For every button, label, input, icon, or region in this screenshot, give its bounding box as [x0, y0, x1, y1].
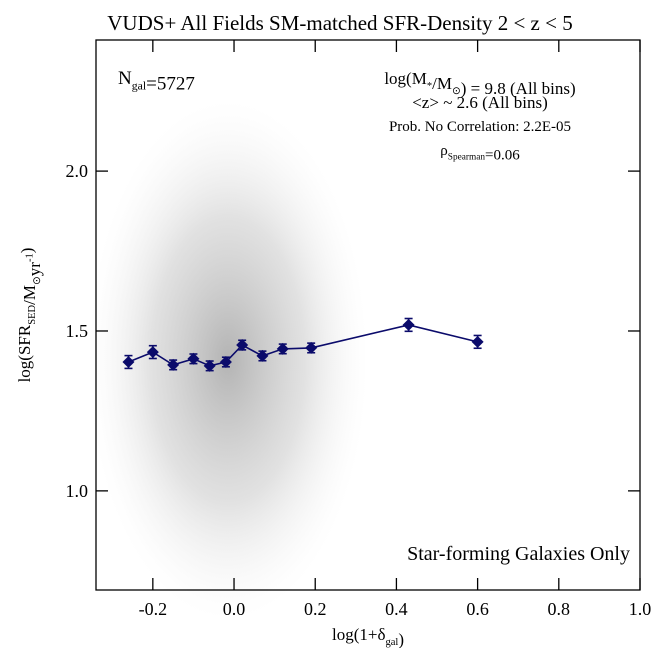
- annotation: <z> ~ 2.6 (All bins): [412, 93, 548, 112]
- y-axis-label-sub: SED: [27, 304, 38, 324]
- annotation: Ngal=5727: [118, 68, 195, 95]
- marker: [402, 318, 415, 331]
- y-axis-label-part: /M: [20, 285, 39, 305]
- x-tick-label: 1.0: [629, 599, 652, 619]
- annotation: Star-forming Galaxies Only: [407, 543, 630, 565]
- annotation-part: log(M: [384, 69, 427, 88]
- annotation-sub: ⊙: [452, 86, 461, 97]
- annotation-bg: [404, 543, 633, 565]
- marker: [236, 339, 249, 352]
- marker: [219, 356, 232, 369]
- marker: [203, 359, 216, 372]
- annotation-part: <z> ~ 2.6 (All bins): [412, 93, 548, 112]
- marker: [146, 346, 159, 359]
- annotation-part: Star-forming Galaxies Only: [407, 543, 630, 565]
- annotation-part: ρ: [440, 143, 448, 159]
- marker: [471, 335, 484, 348]
- x-tick-label: -0.2: [139, 599, 168, 619]
- x-tick-label: 0.2: [304, 599, 327, 619]
- y-axis-label-part: yr: [25, 262, 44, 277]
- annotation-sub: *: [427, 81, 432, 92]
- x-tick-label: 0.6: [466, 599, 489, 619]
- annotation-part: =0.06: [485, 148, 520, 164]
- annotation-sub: gal: [132, 80, 147, 93]
- x-axis-label-part: ): [398, 630, 404, 648]
- marker: [122, 356, 135, 369]
- y-axis-label: log(SFRSED/M⊙yr-1): [15, 248, 44, 383]
- y-tick-label: 1.0: [66, 481, 89, 501]
- chart-title: VUDS+ All Fields SM-matched SFR-Density …: [107, 11, 572, 35]
- marker: [187, 352, 200, 365]
- x-axis-label-sub: gal: [385, 637, 398, 648]
- annotation: ρSpearman=0.06: [440, 143, 520, 164]
- plot-frame: [95, 39, 641, 591]
- annotation: log(M*/M⊙) = 9.8 (All bins): [384, 69, 575, 98]
- x-tick-label: 0.8: [548, 599, 571, 619]
- y-tick-label: 2.0: [66, 161, 89, 181]
- annotation-part: N: [118, 68, 132, 89]
- marker: [305, 341, 318, 354]
- x-tick-label: 0.4: [385, 599, 408, 619]
- x-tick-label: 0.0: [223, 599, 246, 619]
- annotation-sub: Spearman: [448, 153, 486, 163]
- marker: [167, 358, 180, 371]
- annotation-part: =5727: [146, 74, 195, 95]
- marker: [276, 342, 289, 355]
- y-axis-label-part: ): [18, 248, 37, 254]
- y-axis-label-sup: -1: [25, 253, 36, 262]
- marker: [256, 349, 269, 362]
- y-axis-label-sub: ⊙: [32, 276, 43, 285]
- annotation-part: ) = 9.8 (All bins): [461, 79, 576, 98]
- x-axis-label: log(1+δgal): [332, 625, 404, 648]
- x-axis-label-part: log(1+δ: [332, 625, 385, 644]
- y-tick-label: 1.5: [66, 321, 89, 341]
- annotation-part: Prob. No Correlation: 2.2E-05: [389, 119, 571, 135]
- y-axis-label-part: log(SFR: [15, 324, 34, 382]
- annotation: Prob. No Correlation: 2.2E-05: [389, 119, 571, 135]
- annotation-part: /M: [432, 74, 452, 93]
